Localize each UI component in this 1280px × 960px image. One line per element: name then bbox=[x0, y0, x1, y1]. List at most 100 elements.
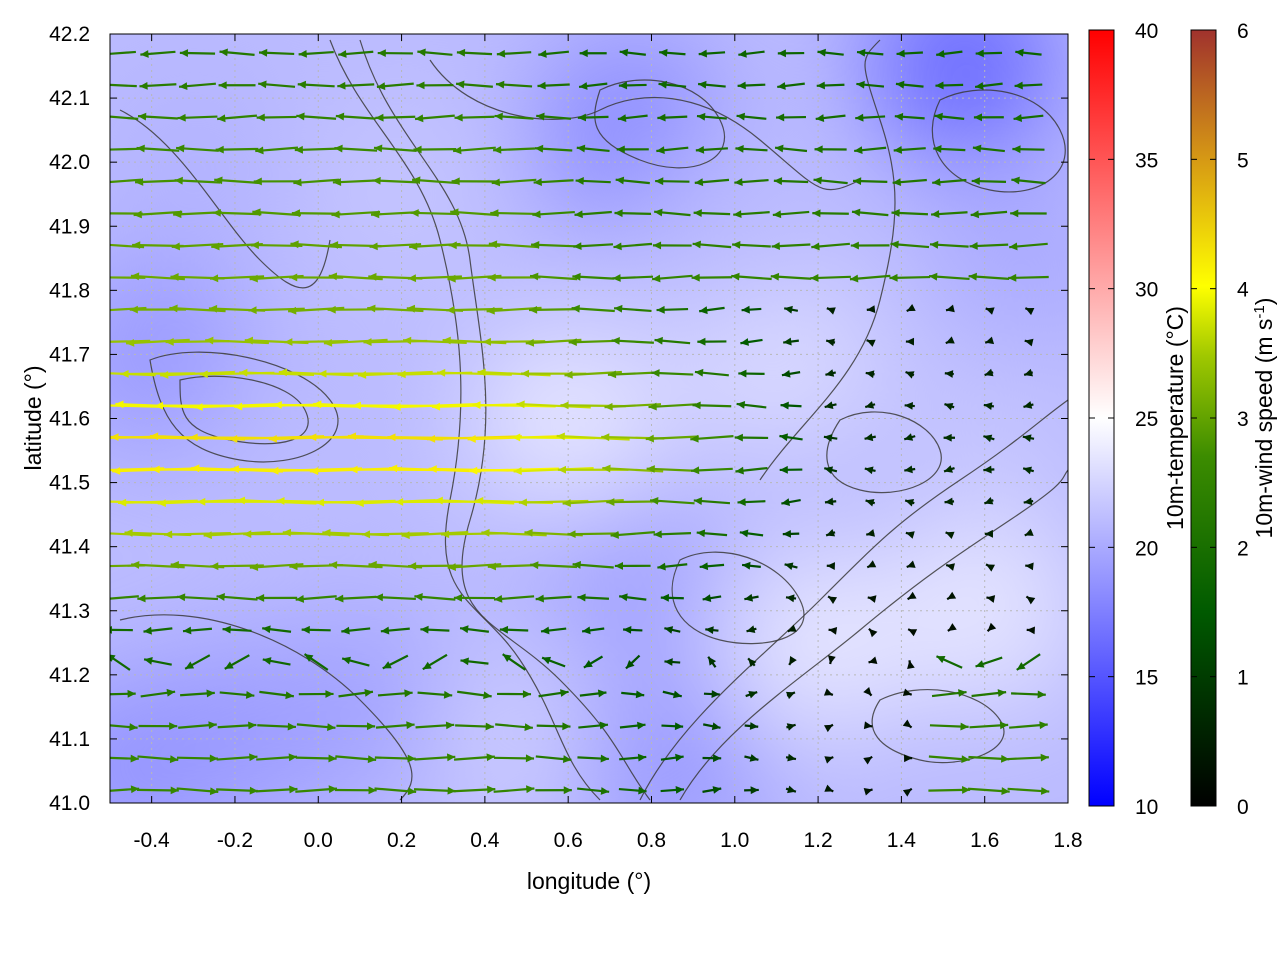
wind-vector-head bbox=[327, 723, 336, 731]
wind-vector-head bbox=[136, 144, 145, 153]
wind-vector-head bbox=[984, 368, 994, 377]
contour-line bbox=[931, 89, 1066, 193]
wind-vector-head bbox=[855, 113, 864, 122]
wind-vector-head bbox=[534, 144, 544, 153]
wind-vector-head bbox=[525, 338, 535, 347]
wind-vector-head bbox=[945, 336, 955, 344]
wind-vector-head bbox=[944, 465, 953, 473]
wind-vector-head bbox=[946, 304, 955, 313]
wind-vector-head bbox=[931, 210, 940, 218]
wind-vector-head bbox=[851, 208, 861, 217]
wind-vector-head bbox=[975, 660, 985, 668]
wind-vector-head bbox=[110, 654, 116, 662]
wind-vector-head bbox=[540, 626, 550, 635]
wind-vector-head bbox=[137, 112, 147, 121]
wind-vector-head bbox=[932, 178, 941, 187]
wind-vector-head bbox=[775, 144, 784, 153]
wind-vector-head bbox=[740, 338, 749, 346]
wind-vector-head bbox=[711, 690, 720, 698]
wind-vector-head bbox=[270, 466, 279, 475]
wind-vector-head bbox=[453, 146, 462, 155]
temperature-colorbar-tick-label: 15 bbox=[1135, 667, 1158, 690]
wind-vector-head bbox=[182, 626, 192, 635]
wind-vector-head bbox=[1013, 114, 1023, 122]
wind-vector-head bbox=[518, 498, 528, 507]
windspeed-colorbar-label: 10m-wind speed (m s-1) bbox=[1251, 298, 1278, 539]
wind-vector-head bbox=[779, 433, 789, 442]
wind-vector-head bbox=[1026, 596, 1036, 605]
wind-vector-head bbox=[256, 594, 265, 602]
wind-vector-head bbox=[144, 657, 153, 665]
wind-vector-head bbox=[905, 531, 915, 539]
wind-vector-head bbox=[972, 144, 982, 153]
wind-vector-head bbox=[748, 691, 758, 699]
wind-vector bbox=[481, 531, 547, 537]
y-tick-label: 42.2 bbox=[49, 23, 90, 46]
x-tick-label: -0.4 bbox=[134, 829, 171, 852]
wind-vector-head bbox=[904, 465, 913, 474]
wind-vector-head bbox=[824, 784, 834, 792]
contour-line bbox=[119, 109, 331, 289]
wind-vector-head bbox=[124, 529, 133, 537]
wind-vector-head bbox=[91, 273, 99, 281]
wind-vector-head bbox=[651, 369, 660, 378]
wind-vector-head bbox=[652, 241, 662, 250]
wind-vector-head bbox=[309, 467, 319, 475]
wind-vector-head bbox=[612, 274, 621, 282]
temperature-cell bbox=[535, 483, 726, 674]
wind-vector-head bbox=[447, 563, 457, 571]
wind-vector-head bbox=[414, 593, 423, 601]
wind-vector-head bbox=[564, 370, 573, 379]
wind-vector-head bbox=[708, 656, 717, 666]
wind-vector bbox=[646, 467, 699, 472]
wind-vector-head bbox=[563, 786, 572, 795]
temperature-cell bbox=[264, 611, 455, 802]
wind-vector-head bbox=[129, 305, 138, 314]
y-tick-label: 41.1 bbox=[49, 728, 90, 751]
wind-vector-head bbox=[1014, 81, 1023, 90]
wind-vector-head bbox=[863, 686, 872, 696]
wind-vector-head bbox=[787, 753, 796, 762]
wind-vector-head bbox=[823, 434, 833, 442]
wind-vector-head bbox=[129, 723, 138, 731]
wind-vector-head bbox=[944, 497, 953, 506]
wind-vector-head bbox=[824, 497, 834, 506]
wind-vector-head bbox=[389, 464, 398, 473]
wind-vector-head bbox=[908, 629, 918, 637]
wind-vector-head bbox=[290, 240, 299, 249]
wind-vector-head bbox=[597, 689, 607, 698]
wind-vector-head bbox=[118, 498, 127, 507]
wind-vector-head bbox=[984, 496, 994, 505]
wind-vector-head bbox=[170, 560, 179, 569]
wind-vector-head bbox=[607, 370, 617, 379]
wind-vector-head bbox=[218, 81, 227, 90]
wind-vector-head bbox=[488, 240, 498, 249]
x-tick-label: 0.8 bbox=[637, 829, 666, 852]
wind-vector-head bbox=[273, 401, 282, 409]
wind-vector bbox=[410, 211, 460, 216]
wind-vector-head bbox=[249, 563, 259, 572]
wind-vector-head bbox=[904, 754, 913, 763]
wind-vector bbox=[164, 531, 231, 536]
y-tick-label: 42.0 bbox=[49, 151, 90, 174]
wind-vector-head bbox=[194, 403, 203, 411]
wind-vector bbox=[110, 532, 152, 537]
wind-vector-head bbox=[441, 530, 450, 539]
wind-vector-head bbox=[615, 176, 625, 185]
wind-vector-head bbox=[863, 787, 873, 796]
wind-vector bbox=[110, 50, 136, 55]
wind-vector-head bbox=[604, 402, 613, 411]
wind-vector-head bbox=[90, 307, 98, 315]
y-tick-labels: 41.0 41.1 41.2 41.3 41.4 41.5 41.6 41.7 41.8 41.9… bbox=[49, 23, 90, 815]
wind-vector bbox=[110, 595, 139, 600]
wind-vector-head bbox=[583, 660, 593, 668]
wind-vector-head bbox=[732, 240, 741, 249]
wind-vector-head bbox=[417, 48, 426, 57]
wind-vector-head bbox=[93, 240, 101, 248]
wind-vector-head bbox=[98, 595, 106, 603]
wind-vector-head bbox=[975, 82, 984, 90]
wind-vector-head bbox=[1010, 209, 1019, 218]
wind-vector-head bbox=[328, 754, 337, 763]
wind-vector-head bbox=[530, 561, 539, 570]
wind-vector bbox=[567, 532, 619, 536]
